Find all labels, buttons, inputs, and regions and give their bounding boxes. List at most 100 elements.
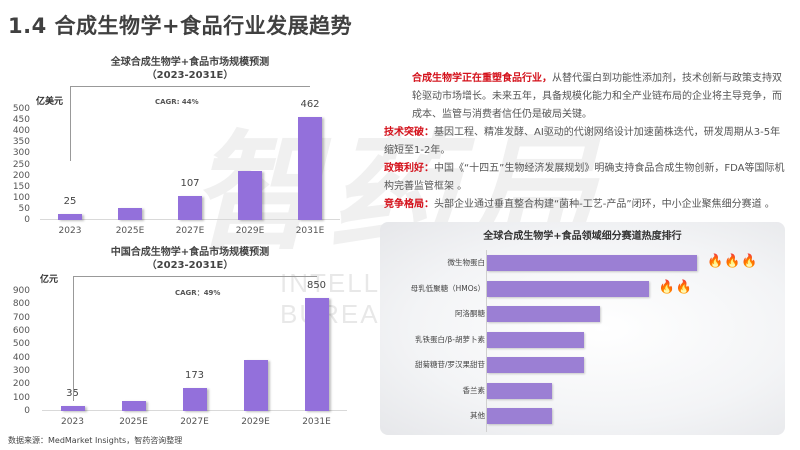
y-tick: 300 xyxy=(12,366,30,376)
fire-icon: 🔥🔥 xyxy=(658,279,694,295)
cagr-bracket xyxy=(72,276,317,401)
ranking-row: 阿洛酮糖 xyxy=(380,306,785,322)
y-tick: 100 xyxy=(12,192,30,203)
y-tick: 0 xyxy=(24,215,30,225)
x-tick-label: 2031E xyxy=(295,226,325,236)
y-tick: 250 xyxy=(12,159,30,170)
y-axis-unit: 亿美元 xyxy=(36,97,64,107)
ranking-row: 其他 xyxy=(380,408,785,424)
bar-2029E xyxy=(238,170,262,220)
ranking-label: 香兰素 xyxy=(462,385,486,395)
cagr-bracket xyxy=(70,86,310,161)
y-tick: 400 xyxy=(12,352,30,363)
y-tick: 200 xyxy=(12,170,30,181)
y-tick: 700 xyxy=(12,312,30,323)
bar-value-label: 173 xyxy=(184,369,205,381)
bar-2027E xyxy=(178,196,202,220)
point-label: 政策利好： xyxy=(384,163,434,174)
point-body: 头部企业通过垂直整合构建“菌种-工艺-产品”闭环，中小企业聚焦细分赛道 。 xyxy=(434,199,775,210)
point-label: 竞争格局： xyxy=(384,199,434,210)
y-axis-ticks: 0 100 200 300 400 500 600 700 800 900 xyxy=(2,286,30,416)
ranking-bar xyxy=(487,331,584,348)
x-tick-label: 2027E xyxy=(175,226,205,236)
chart-subtitle-text: （2023-2031E） xyxy=(146,260,234,271)
y-tick: 50 xyxy=(18,203,30,214)
bar-2031E xyxy=(298,117,322,220)
ranking-axis xyxy=(486,250,487,432)
ranking-row: 母乳低聚糖（HMOs） 🔥🔥 xyxy=(380,279,785,297)
y-tick: 200 xyxy=(12,379,30,390)
y-tick: 350 xyxy=(12,137,30,148)
bar-2023 xyxy=(60,406,85,411)
ranking-label: 母乳低聚糖（HMOs） xyxy=(410,283,485,293)
bar-value-label: 35 xyxy=(66,388,79,400)
ranking-title: 全球合成生物学+食品领域细分赛道热度排行 xyxy=(483,231,682,242)
segment-heat-ranking-chart: 全球合成生物学+食品领域细分赛道热度排行 微生物蛋白 🔥🔥🔥 母乳低聚糖（HMOs）… xyxy=(380,222,785,435)
page-title: 1.4 合成生物学+食品行业发展趋势 xyxy=(8,14,353,38)
ranking-row: 微生物蛋白 🔥🔥🔥 xyxy=(380,254,785,271)
ranking-bar xyxy=(487,408,553,424)
y-axis-unit: 亿元 xyxy=(40,275,59,285)
point-tech: 技术突破：基因工程、精准发酵、AI驱动的代谢网络设计加速菌株迭代，研发周期从3-… xyxy=(384,124,790,160)
global-market-chart: 全球合成生物学+食品市场规模预测 （2023-2031E） 亿美元 0 50 100… xyxy=(0,52,350,242)
y-tick: 100 xyxy=(12,392,30,403)
x-tick-label: 2031E xyxy=(302,417,331,427)
plot-area: 35 2023 2025E 173 2027E 2029E 850 2031E xyxy=(42,280,347,427)
ranking-bar xyxy=(487,382,553,399)
china-market-chart: 中国合成生物学+食品市场规模预测 （2023-2031E） 亿元 0 100 200… xyxy=(0,242,350,432)
bar-value-label: 462 xyxy=(300,99,320,111)
bar-2023 xyxy=(58,214,82,220)
chart-title: 全球合成生物学+食品市场规模预测 （2023-2031E） xyxy=(40,56,340,82)
point-policy: 政策利好：中国《“十四五”生物经济发展规划》明确支持食品合成生物创新，FDA等国… xyxy=(384,160,790,196)
trend-summary: 合成生物学正在重塑食品行业，从替代蛋白到功能性添加剂，技术创新与政策支持双轮驱动… xyxy=(384,70,790,214)
y-axis-ticks: 0 50 100 150 200 250 300 350 400 450 500 xyxy=(2,104,30,225)
bar-value-label: 107 xyxy=(180,178,200,190)
bar-2025E xyxy=(118,208,142,220)
y-tick: 500 xyxy=(12,104,30,114)
y-tick: 600 xyxy=(12,326,30,336)
ranking-label: 阿洛酮糖 xyxy=(455,309,485,318)
chart-title: 中国合成生物学+食品市场规模预测 （2023-2031E） xyxy=(40,246,340,272)
y-tick: 800 xyxy=(12,299,30,310)
intro-body: 从替代蛋白到功能性添加剂，技术创新与政策支持双轮驱动市场增长。未来五年，具备规模… xyxy=(412,73,782,120)
y-tick: 0 xyxy=(24,406,30,416)
point-body: 中国《“十四五”生物经济发展规划》明确支持食品合成生物创新，FDA等国际机构完善… xyxy=(384,163,785,192)
x-tick-label: 2025E xyxy=(115,226,145,236)
y-tick: 450 xyxy=(12,115,30,126)
chart-title-text: 中国合成生物学+食品市场规模预测 xyxy=(110,247,270,258)
ranking-label: 微生物蛋白 xyxy=(447,258,486,267)
bar-value-label: 25 xyxy=(63,196,77,208)
cagr-label: CAGR：49% xyxy=(175,289,221,297)
x-tick-label: 2023 xyxy=(58,226,82,236)
ranking-bar xyxy=(487,255,697,271)
ranking-bar xyxy=(487,280,649,297)
y-tick: 300 xyxy=(12,148,30,159)
y-tick: 150 xyxy=(12,181,30,192)
bar-2025E xyxy=(121,401,146,411)
x-tick-label: 2029E xyxy=(235,226,265,236)
intro-paragraph: 合成生物学正在重塑食品行业，从替代蛋白到功能性添加剂，技术创新与政策支持双轮驱动… xyxy=(384,70,790,124)
bar-2031E xyxy=(304,297,329,411)
x-tick-label: 2025E xyxy=(119,417,148,427)
bar-value-label: 850 xyxy=(306,279,327,291)
ranking-label: 甜菊糖苷/罗汉果甜苷 xyxy=(414,360,485,369)
plot-area: 25 2023 2025E 107 2027E 2029E 462 2031E xyxy=(40,99,340,236)
x-tick-label: 2023 xyxy=(61,417,84,427)
x-tick-label: 2027E xyxy=(180,417,209,427)
ranking-bar xyxy=(487,357,584,373)
bar-2029E xyxy=(243,360,268,411)
point-label: 技术突破： xyxy=(384,127,434,138)
fire-icon: 🔥🔥🔥 xyxy=(707,254,759,269)
data-source: 数据来源：MedMarket Insights，智药咨询整理 xyxy=(8,436,183,445)
ranking-row: 香兰素 xyxy=(380,382,785,399)
chart-subtitle-text: （2023-2031E） xyxy=(146,70,234,81)
ranking-label: 其他 xyxy=(470,411,485,420)
ranking-row: 甜菊糖苷/罗汉果甜苷 xyxy=(380,357,785,373)
ranking-bar xyxy=(487,306,601,322)
intro-highlight: 合成生物学正在重塑食品行业， xyxy=(412,73,552,84)
ranking-label: 乳铁蛋白/β-胡萝卜素 xyxy=(414,334,485,344)
y-tick: 500 xyxy=(12,339,30,350)
point-competition: 竞争格局：头部企业通过垂直整合构建“菌种-工艺-产品”闭环，中小企业聚焦细分赛道… xyxy=(384,196,790,214)
ranking-row: 乳铁蛋白/β-胡萝卜素 xyxy=(380,331,785,348)
chart-title-text: 全球合成生物学+食品市场规模预测 xyxy=(110,57,270,68)
